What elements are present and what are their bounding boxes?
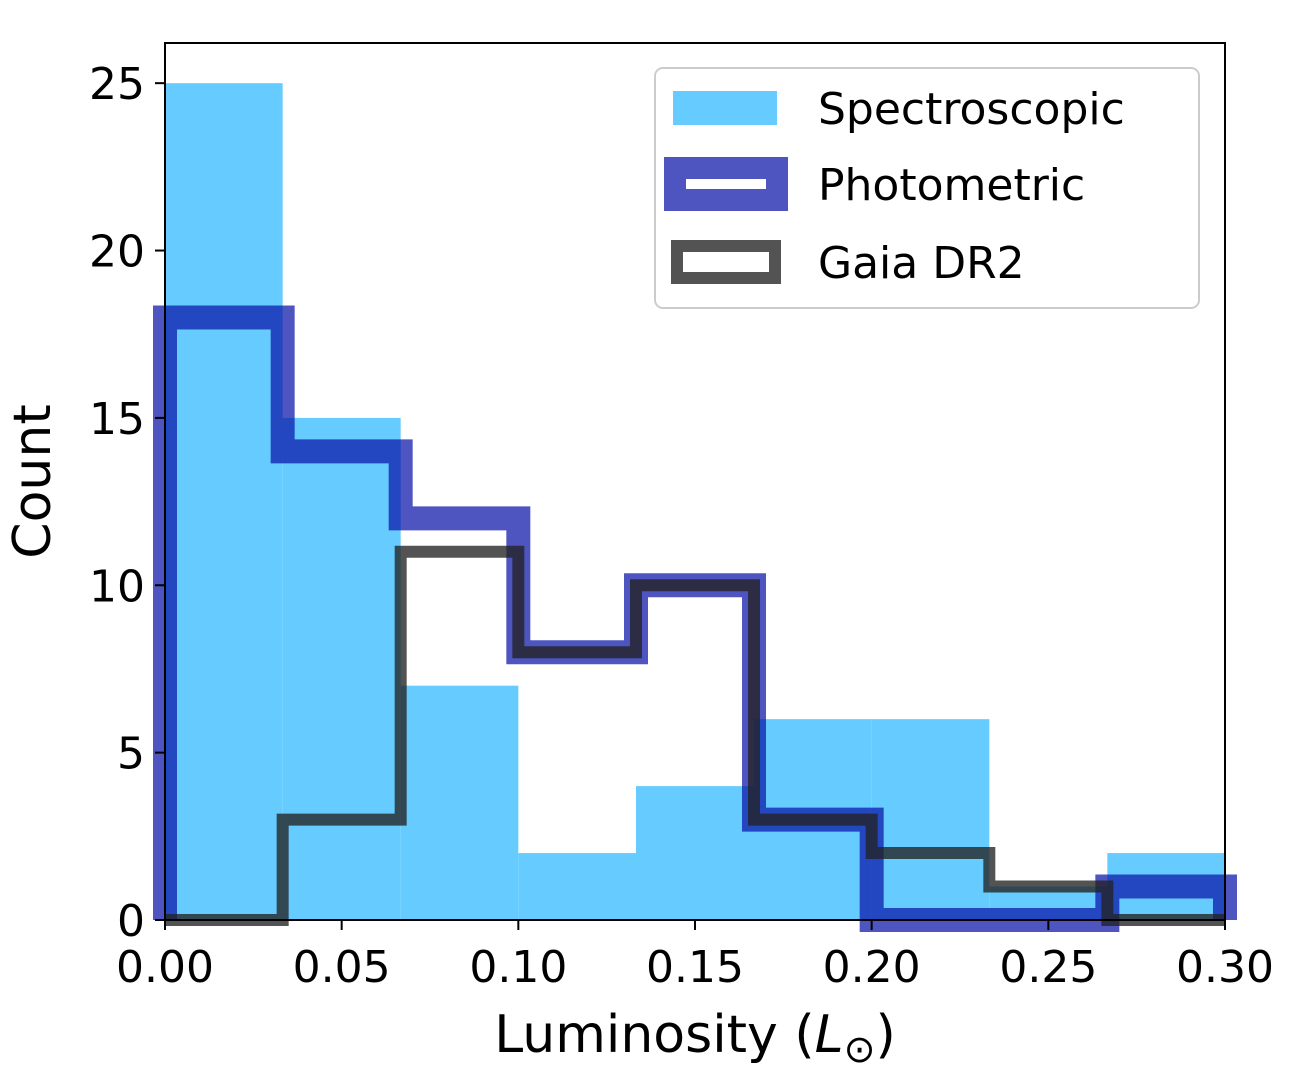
legend-label: Gaia DR2 bbox=[818, 238, 1025, 289]
legend-swatch-gaia-dr2 bbox=[671, 240, 781, 284]
y-tick-label: 20 bbox=[89, 227, 145, 278]
legend-swatch-photometric bbox=[664, 157, 788, 211]
x-axis-ticks: 0.00 0.05 0.10 0.15 0.20 0.25 0.30 bbox=[116, 920, 1274, 993]
spectroscopic-bar bbox=[165, 83, 283, 920]
spectroscopic-bar bbox=[518, 853, 636, 920]
y-tick-label: 25 bbox=[89, 59, 145, 110]
y-axis-title: Count bbox=[3, 404, 63, 558]
y-tick-label: 5 bbox=[117, 729, 145, 780]
x-axis-title: Luminosity (L⊙) bbox=[494, 1005, 896, 1071]
x-tick-label: 0.00 bbox=[116, 942, 214, 993]
x-tick-label: 0.20 bbox=[823, 942, 921, 993]
spectroscopic-bar bbox=[635, 786, 755, 920]
x-tick-label: 0.30 bbox=[1176, 942, 1274, 993]
y-tick-label: 10 bbox=[89, 561, 145, 612]
legend-label: Spectroscopic bbox=[818, 84, 1125, 135]
spectroscopic-bar bbox=[282, 417, 401, 920]
y-tick-label: 0 bbox=[117, 896, 145, 947]
legend-swatch-spectroscopic bbox=[673, 91, 777, 125]
y-tick-label: 15 bbox=[89, 394, 145, 445]
x-tick-label: 0.05 bbox=[293, 942, 391, 993]
spectroscopic-bar bbox=[871, 719, 990, 920]
spectroscopic-bar bbox=[400, 685, 519, 920]
legend-label: Photometric bbox=[818, 160, 1085, 211]
x-tick-label: 0.15 bbox=[646, 942, 744, 993]
x-tick-label: 0.25 bbox=[999, 942, 1097, 993]
legend: Spectroscopic Photometric Gaia DR2 bbox=[654, 67, 1200, 309]
legend-box bbox=[654, 67, 1200, 309]
y-axis-ticks: 0 5 10 15 20 25 bbox=[89, 59, 165, 947]
x-tick-label: 0.10 bbox=[469, 942, 567, 993]
gaia-dr2-step-line bbox=[165, 545, 1225, 926]
